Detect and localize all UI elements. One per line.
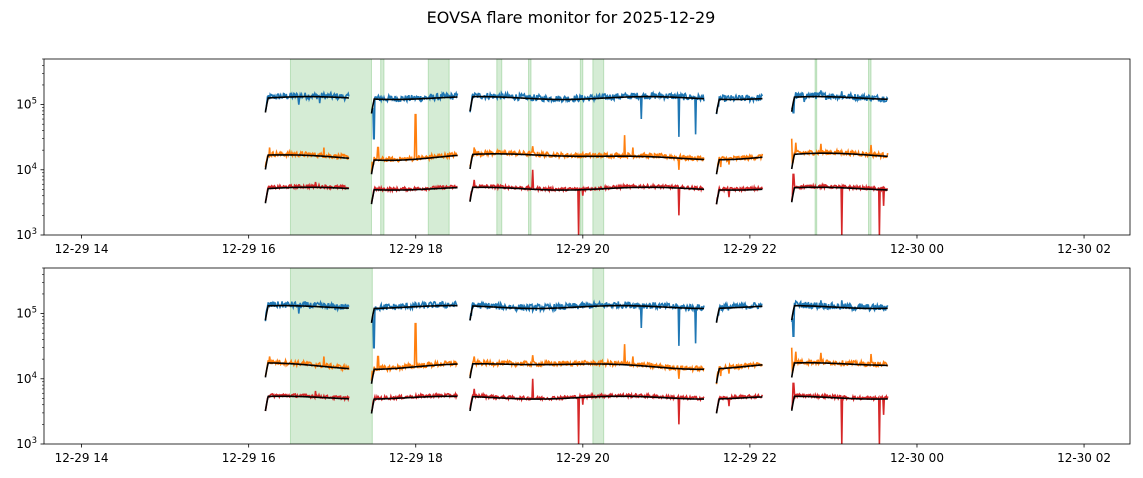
y-tick-label: 104 [16, 371, 37, 386]
x-tick-label: 12-30 02 [1057, 242, 1111, 256]
flare-span [592, 268, 605, 444]
series-high-baseline [790, 95, 888, 112]
flare-span [496, 59, 503, 235]
series-low-baseline [790, 186, 888, 203]
series-high [264, 299, 889, 349]
series-mid-baseline [790, 152, 888, 170]
series-low-baseline [469, 186, 704, 202]
series-high-line [790, 90, 889, 114]
x-tick-label: 12-30 00 [890, 242, 944, 256]
series-low [264, 169, 888, 235]
series-low-line [790, 382, 889, 444]
series-mid-line [469, 135, 705, 170]
y-tick-label: 105 [16, 97, 37, 112]
panel-bottom: 103 104 105 12-29 14 12-29 16 12-29 18 12-29 2… [16, 267, 1131, 465]
x-tick-label: 12-29 16 [222, 242, 276, 256]
series-high-line [469, 299, 705, 346]
x-tick-label: 12-29 14 [55, 242, 109, 256]
series-mid-line [264, 147, 350, 168]
x-tick-label: 12-29 20 [556, 242, 610, 256]
series-low-line [469, 169, 705, 235]
x-tick-label: 12-29 14 [55, 451, 109, 465]
series-mid-baseline [469, 363, 704, 379]
panels: 103 104 105 12-29 14 12-29 16 12-29 18 12-29 2… [16, 58, 1131, 465]
series-mid-line [469, 344, 705, 379]
x-tick-label: 12-29 16 [222, 451, 276, 465]
series-high-line [715, 300, 763, 322]
flare-span [814, 59, 818, 235]
plot-area [264, 59, 889, 235]
plot-area [264, 268, 889, 444]
figure-title: EOVSA flare monitor for 2025-12-29 [427, 8, 716, 27]
axes-frame [43, 58, 1131, 236]
series-high-baseline [264, 95, 349, 113]
series-high-baseline [469, 304, 704, 321]
series-mid-baseline [715, 156, 763, 175]
series-high-baseline [715, 305, 763, 323]
y-tick-label: 103 [16, 227, 37, 242]
x-tick-label: 12-29 22 [723, 242, 777, 256]
x-tick-label: 12-29 20 [556, 451, 610, 465]
series-mid-baseline [370, 363, 458, 384]
x-tick-label: 12-30 00 [890, 451, 944, 465]
series-high-baseline [264, 304, 350, 321]
series-mid-baseline [264, 362, 349, 378]
series-mid-line [790, 347, 889, 374]
series-low-line [469, 378, 705, 444]
y-tick-label: 103 [16, 436, 37, 451]
axes-frame [43, 267, 1131, 445]
series-low-baseline [790, 395, 888, 411]
series-high-line [715, 92, 764, 115]
series-mid [264, 322, 889, 385]
series-low-baseline [715, 188, 763, 205]
series-high-baseline [790, 304, 888, 321]
series-low [264, 378, 889, 444]
x-tick-label: 12-29 18 [389, 451, 443, 465]
x-tick-label: 12-30 02 [1057, 451, 1111, 465]
series-mid-line [790, 138, 889, 165]
series-mid-baseline [790, 361, 888, 378]
flare-span [579, 59, 584, 235]
series-low-line [790, 173, 888, 235]
series-mid-baseline [469, 153, 705, 170]
series-low-baseline [264, 395, 349, 412]
y-tick-label: 104 [16, 162, 37, 177]
flare-span [528, 59, 532, 235]
flare-span [592, 59, 605, 235]
series-high-line [264, 90, 350, 111]
flare-span [289, 268, 373, 444]
series-high-baseline [370, 304, 458, 324]
series-high-baseline [715, 97, 763, 114]
x-tick-label: 12-29 22 [723, 451, 777, 465]
series-mid-baseline [715, 364, 763, 384]
flare-span [289, 59, 372, 235]
series-low-baseline [370, 186, 458, 205]
flare-span [427, 59, 450, 235]
series-low-baseline [370, 395, 458, 414]
series-high [264, 90, 889, 140]
panel-top: 103 104 105 12-29 14 12-29 16 12-29 18 12-29 2… [16, 58, 1131, 256]
series-mid-baseline [264, 154, 350, 170]
series-low-baseline [715, 396, 763, 414]
series-mid-line [370, 322, 459, 381]
series-mid [264, 113, 889, 175]
flare-span [380, 59, 385, 235]
series-high-baseline [469, 95, 704, 112]
series-low-baseline [264, 186, 349, 204]
x-tick-label: 12-29 18 [389, 242, 443, 256]
series-mid-baseline [370, 154, 458, 175]
y-tick-label: 105 [16, 306, 37, 321]
series-high-baseline [370, 96, 458, 114]
series-low-baseline [469, 395, 704, 412]
series-mid-line [715, 153, 764, 173]
